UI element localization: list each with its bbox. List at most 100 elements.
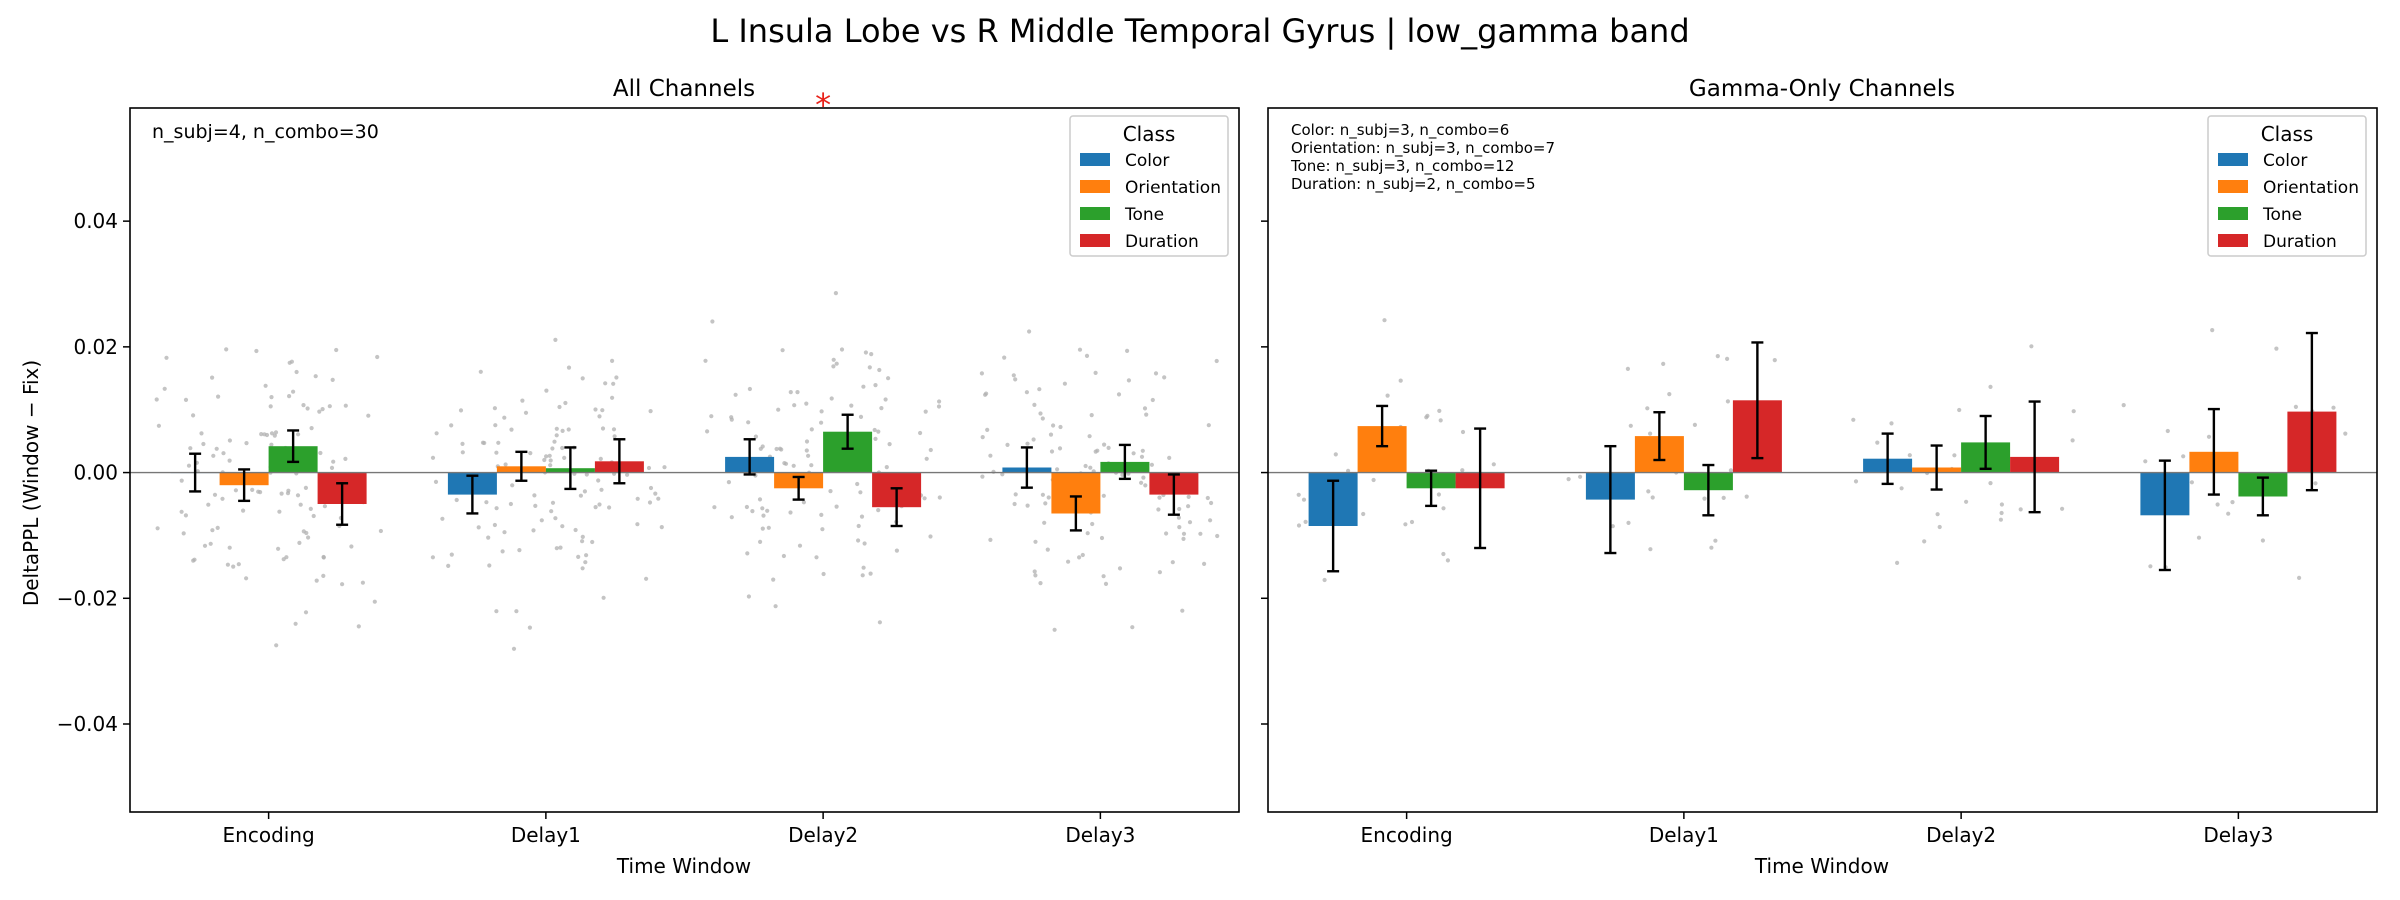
scatter-point [321, 555, 326, 560]
scatter-point [241, 508, 246, 513]
scatter-point [1085, 531, 1090, 536]
y-axis-ticks: −0.04 −0.02 0.00 0.02 0.04 [57, 209, 130, 736]
legend-label-duration: Duration [2263, 232, 2337, 252]
scatter-point [2293, 404, 2298, 409]
scatter-point [760, 506, 765, 511]
scatter-point [212, 492, 218, 497]
scatter-point [1048, 432, 1054, 437]
scatter-point [1031, 437, 1036, 442]
scatter-point [372, 599, 377, 604]
scatter-point [202, 543, 208, 548]
scatter-point [1093, 449, 1098, 454]
scatter-point [582, 489, 588, 494]
scatter-point [820, 527, 825, 532]
error-bar [1118, 443, 1131, 481]
scatter-point [220, 496, 225, 501]
scatter-point [2196, 535, 2202, 540]
error-bar [2158, 459, 2171, 572]
scatter-point [1648, 431, 1653, 436]
scatter-point [760, 444, 765, 449]
scatter-point [776, 407, 781, 412]
scatter-point [186, 463, 192, 468]
scatter-point [1661, 361, 1666, 366]
annotation-line-orientation: Orientation: n_subj=3, n_combo=7 [1291, 139, 1555, 158]
scatter-point [1143, 483, 1148, 488]
scatter-point [1646, 489, 1651, 494]
scatter-point [508, 501, 513, 507]
scatter-point [285, 491, 291, 496]
scatter-point [1089, 413, 1094, 418]
panel-title: All Channels [613, 76, 755, 102]
scatter-point [320, 407, 325, 412]
scatter-point [1080, 552, 1085, 558]
scatter-point [709, 414, 714, 419]
scatter-point [277, 509, 282, 514]
scatter-point [269, 442, 274, 447]
scatter-point [872, 427, 877, 433]
jitter-points [1296, 318, 2348, 583]
scatter-point [494, 450, 499, 455]
scatter-point [593, 407, 598, 412]
scatter-point [573, 527, 578, 533]
scatter-point [1648, 547, 1653, 552]
scatter-point [1157, 570, 1162, 575]
scatter-point [801, 500, 807, 505]
scatter-point [747, 386, 753, 392]
scatter-point [366, 413, 371, 418]
scatter-point [532, 493, 537, 498]
scatter-point [1052, 627, 1057, 632]
scatter-point [486, 535, 491, 540]
scatter-point [2070, 438, 2075, 443]
scatter-point [1040, 492, 1045, 497]
legend: Class Color Orientation Tone Duration [2207, 115, 2367, 257]
legend-swatch-color [2218, 153, 2248, 166]
scatter-point [1106, 445, 1111, 450]
scatter-point [287, 394, 292, 399]
scatter-point [1491, 462, 1496, 467]
scatter-point [2226, 511, 2231, 516]
scatter-point [494, 506, 499, 511]
scatter-point [1187, 520, 1193, 525]
scatter-point [1038, 411, 1043, 416]
scatter-point [484, 500, 489, 505]
scatter-point [179, 478, 184, 483]
scatter-point [804, 448, 809, 453]
scatter-point [449, 552, 454, 557]
scatter-point [1090, 521, 1095, 527]
scatter-point [607, 505, 612, 510]
scatter-point [1692, 422, 1697, 427]
scatter-point [766, 525, 771, 530]
scatter-point [340, 582, 345, 587]
scatter-point [2210, 328, 2215, 333]
scatter-point [1139, 454, 1145, 459]
scatter-point [788, 510, 793, 515]
scatter-point [1157, 495, 1162, 500]
scatter-point [301, 403, 306, 408]
scatter-point [1033, 573, 1038, 578]
scatter-point [192, 557, 197, 562]
scatter-point [562, 455, 567, 460]
error-bars-tone [1425, 414, 2269, 517]
scatter-point [922, 496, 927, 501]
scatter-point [2060, 506, 2065, 511]
x-tick-label-delay1: Delay1 [1649, 823, 1719, 847]
scatter-point [757, 497, 763, 502]
scatter-point [1103, 581, 1109, 587]
scatter-point [560, 524, 565, 529]
scatter-point [858, 414, 864, 419]
error-bar [1751, 341, 1764, 460]
scatter-point [1083, 463, 1088, 469]
scatter-point [659, 525, 664, 530]
scatter-point [1398, 378, 1403, 383]
legend-swatch-orientation [2218, 180, 2248, 193]
scatter-point [1167, 455, 1172, 460]
scatter-point [225, 562, 230, 567]
scatter-point [611, 381, 616, 386]
scatter-point [1206, 423, 1211, 428]
error-bars-orientation [1376, 404, 2220, 496]
scatter-point [2143, 459, 2148, 464]
scatter-point [214, 446, 219, 451]
scatter-point [1051, 423, 1056, 428]
scatter-point [492, 522, 497, 528]
scatter-point [839, 347, 845, 352]
